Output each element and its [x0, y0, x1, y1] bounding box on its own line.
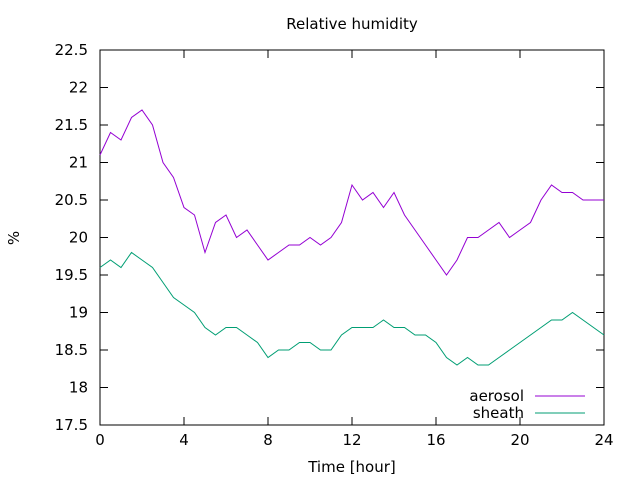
chart-title: Relative humidity	[286, 15, 418, 33]
series-line-aerosol	[99, 109, 604, 276]
x-tick-label: 12	[342, 431, 361, 449]
y-tick-label: 18	[69, 379, 88, 397]
y-tick-label: 19.5	[55, 266, 88, 284]
x-tick-label: 16	[426, 431, 445, 449]
legend-label-sheath: sheath	[473, 404, 524, 422]
x-tick-label: 8	[263, 431, 273, 449]
series-line-sheath	[99, 251, 605, 366]
plot-area: 0 4 8 12 16 20 24 17.5 18 18.5 19 19.5 20 20.5 21 21.5 2…	[55, 41, 614, 449]
y-tick-label: 19	[69, 304, 88, 322]
y-axis-label: %	[5, 231, 23, 245]
y-tick-label: 20.5	[55, 191, 88, 209]
y-tick-label: 21	[69, 154, 88, 172]
y-tick-label: 21.5	[55, 116, 88, 134]
y-tick-label: 20	[69, 229, 88, 247]
y-tick-label: 22	[69, 79, 88, 97]
legend-label-aerosol: aerosol	[469, 387, 524, 405]
plot-frame	[99, 49, 605, 426]
y-tick-label: 17.5	[55, 416, 88, 434]
x-tick-label: 20	[510, 431, 529, 449]
x-tick-label: 24	[594, 431, 613, 449]
x-tick-label: 4	[179, 431, 189, 449]
y-tick-label: 18.5	[55, 341, 88, 359]
y-tick-label: 22.5	[55, 41, 88, 59]
x-axis-label: Time [hour]	[307, 458, 396, 476]
x-tick-label: 0	[95, 431, 105, 449]
